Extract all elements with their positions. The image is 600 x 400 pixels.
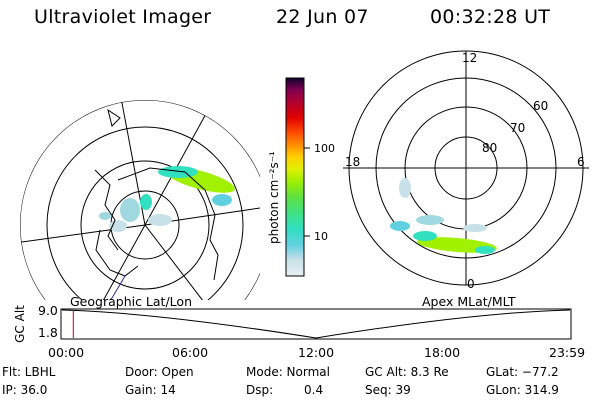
timeline-y-axis-label: GC Alt bbox=[12, 305, 27, 343]
info-dsp-label: Dsp: bbox=[246, 383, 274, 397]
magnetic-map-label: Apex MLat/MLT bbox=[422, 294, 516, 309]
mlt-label-12: 12 bbox=[462, 51, 477, 65]
timeline-x-tick-1800: 18:00 bbox=[424, 345, 461, 360]
observation-date: 22 Jun 07 bbox=[276, 6, 369, 28]
timeline-y-tick-low: 1.8 bbox=[38, 325, 58, 340]
magnetic-polar-map: 12 18 6 0 60 70 80 bbox=[343, 50, 589, 291]
info-glon: GLon: 314.9 bbox=[486, 383, 559, 397]
geographic-map-label: Geographic Lat/Lon bbox=[70, 294, 192, 309]
mlt-label-18: 18 bbox=[345, 155, 360, 169]
info-glat: GLat: −77.2 bbox=[486, 365, 559, 379]
info-mode: Mode: Normal bbox=[246, 365, 330, 379]
timeline-x-tick-2359: 23:59 bbox=[549, 345, 586, 360]
timeline-y-tick-high: 9.0 bbox=[38, 303, 58, 318]
lat-label-70: 70 bbox=[510, 121, 525, 135]
timeline-x-tick-0000: 00:00 bbox=[48, 345, 85, 360]
info-gain: Gain: 14 bbox=[125, 383, 176, 397]
timeline-x-tick-1200: 12:00 bbox=[298, 345, 335, 360]
lat-label-60: 60 bbox=[533, 99, 548, 113]
colorbar-tick-100: 100 bbox=[314, 142, 335, 155]
mlt-label-6: 6 bbox=[577, 155, 585, 169]
info-ip: IP: 36.0 bbox=[2, 383, 48, 397]
info-dsp-value: 0.4 bbox=[304, 383, 324, 397]
instrument-title: Ultraviolet Imager bbox=[34, 6, 212, 28]
observation-time: 00:32:28 UT bbox=[430, 6, 551, 28]
info-seq: Seq: 39 bbox=[365, 383, 411, 397]
timeline-x-tick-0600: 06:00 bbox=[172, 345, 209, 360]
lat-label-80: 80 bbox=[482, 141, 497, 155]
info-door: Door: Open bbox=[125, 365, 194, 379]
intensity-colorbar: 100 10 photon cm⁻²s⁻¹ bbox=[267, 77, 335, 277]
info-filter: Flt: LBHL bbox=[2, 365, 56, 379]
colorbar-tick-10: 10 bbox=[314, 230, 328, 243]
altitude-timeline bbox=[60, 308, 572, 340]
info-gc-alt: GC Alt: 8.3 Re bbox=[365, 365, 449, 379]
colorbar-unit-label: photon cm⁻²s⁻¹ bbox=[267, 151, 281, 244]
mlt-label-0: 0 bbox=[467, 277, 475, 291]
geographic-map bbox=[20, 100, 260, 300]
timeline-y-axis-label-container: GC Alt bbox=[12, 305, 27, 345]
